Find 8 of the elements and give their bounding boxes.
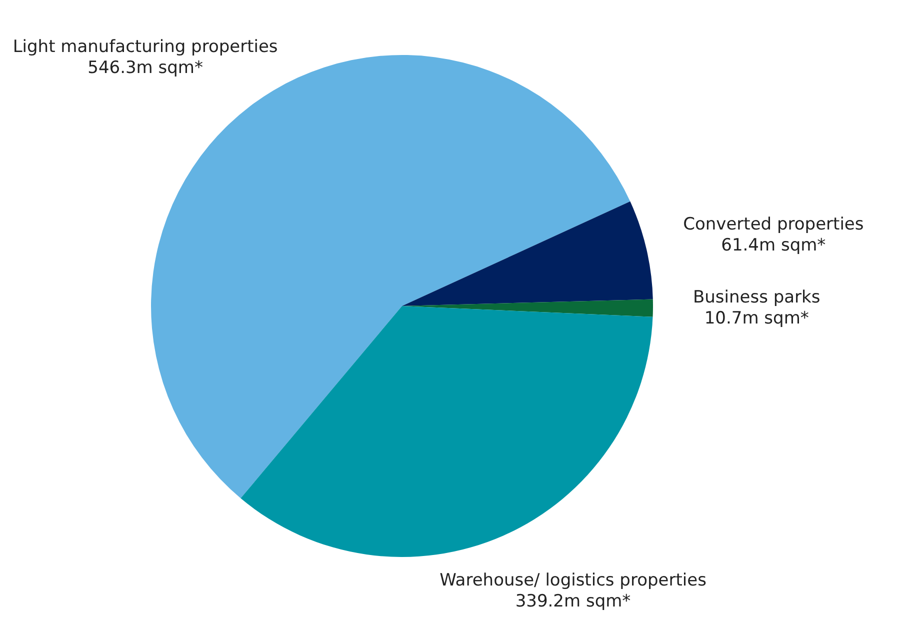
slice-label: Converted properties bbox=[683, 214, 864, 234]
slice-label: Light manufacturing properties bbox=[12, 36, 278, 57]
slice-label: Business parks bbox=[692, 287, 820, 308]
data-label: 339.2m sqm* bbox=[515, 591, 631, 612]
data-label: 546.3m sqm* bbox=[88, 58, 203, 78]
data-label: 61.4m sqm* bbox=[721, 235, 826, 256]
data-label: 10.7m sqm* bbox=[704, 308, 809, 328]
slice-label: Warehouse/ logistics properties bbox=[440, 570, 707, 590]
